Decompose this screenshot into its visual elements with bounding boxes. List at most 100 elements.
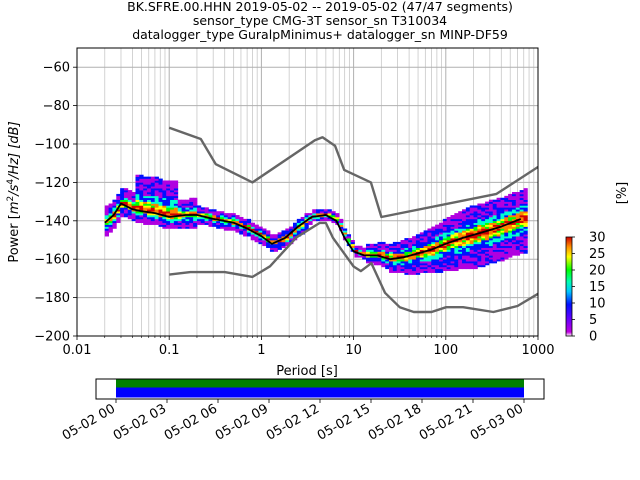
density-cell	[508, 241, 513, 245]
density-cell	[523, 249, 528, 252]
density-cell	[523, 234, 528, 237]
density-cell	[173, 184, 179, 187]
density-cell	[281, 243, 286, 247]
density-cell	[404, 240, 409, 243]
density-cell	[296, 226, 302, 229]
density-cell	[166, 218, 171, 222]
y-tick-label: −60	[43, 61, 70, 76]
density-cell	[135, 178, 140, 181]
density-cell	[143, 213, 148, 216]
density-cell	[212, 211, 217, 214]
density-cell	[365, 261, 371, 264]
density-cell	[385, 247, 390, 250]
density-cell	[170, 190, 175, 193]
density-cell	[158, 215, 163, 218]
density-cell	[173, 197, 179, 200]
density-cell	[346, 238, 352, 241]
density-cell	[262, 232, 267, 235]
density-cell	[469, 253, 474, 256]
density-cell	[289, 238, 294, 241]
density-cell	[396, 241, 401, 245]
density-cell	[462, 261, 467, 264]
density-cell	[185, 224, 190, 227]
density-cell	[523, 238, 528, 241]
density-cell	[158, 211, 163, 214]
density-cell	[473, 255, 478, 258]
density-cell	[454, 259, 459, 262]
density-cell	[508, 255, 513, 258]
density-cell	[135, 180, 140, 183]
density-cell	[462, 211, 467, 214]
density-cell	[473, 263, 478, 266]
density-cell	[123, 211, 129, 214]
density-cell	[173, 195, 179, 199]
timeline-tick-label: 05-02 21	[417, 401, 475, 443]
density-cell	[127, 197, 133, 200]
density-cell	[519, 201, 524, 204]
density-cell	[415, 247, 421, 250]
density-cell	[220, 215, 225, 218]
density-cell	[323, 215, 328, 218]
density-cell	[435, 230, 440, 233]
density-cell	[323, 218, 328, 222]
density-cell	[488, 201, 494, 204]
density-cell	[143, 182, 148, 185]
density-cell	[300, 218, 305, 222]
density-cell	[450, 253, 455, 256]
density-cell	[485, 207, 490, 210]
density-cell	[515, 228, 521, 231]
density-cell	[469, 241, 474, 245]
density-cell	[223, 213, 229, 216]
density-cell	[450, 264, 455, 268]
density-cell	[515, 199, 521, 202]
density-cell	[446, 224, 451, 227]
density-cell	[465, 222, 471, 225]
density-cell	[511, 211, 517, 214]
density-cell	[481, 216, 486, 220]
density-cell	[273, 236, 279, 239]
density-cell	[438, 249, 444, 252]
density-cell	[477, 249, 482, 252]
density-cell	[431, 253, 436, 256]
density-cell	[396, 264, 401, 268]
density-cell	[150, 209, 156, 212]
density-cell	[519, 228, 524, 231]
density-cell	[112, 218, 117, 222]
density-cell	[139, 199, 144, 202]
density-cell	[392, 243, 398, 247]
density-cell	[377, 243, 382, 247]
density-cell	[469, 230, 474, 233]
density-cell	[423, 240, 428, 243]
y-tick-label: −100	[34, 138, 70, 153]
density-cell	[481, 205, 486, 208]
density-cell	[223, 215, 229, 218]
density-cell	[200, 222, 206, 225]
density-cell	[166, 184, 171, 187]
density-cell	[481, 211, 486, 214]
density-cell	[196, 211, 202, 214]
density-cell	[492, 228, 498, 231]
density-cell	[281, 232, 286, 235]
density-cell	[492, 209, 498, 212]
y-tick-label: −160	[34, 253, 70, 268]
density-cell	[285, 230, 290, 233]
density-cell	[446, 259, 451, 262]
density-cell	[389, 253, 394, 256]
density-cell	[492, 215, 498, 218]
density-cell	[450, 216, 455, 220]
density-cell	[204, 222, 209, 225]
density-cell	[492, 232, 498, 235]
density-cell	[508, 232, 513, 235]
density-cell	[362, 251, 367, 254]
density-cell	[331, 220, 336, 224]
density-cell	[162, 224, 167, 227]
density-cell	[454, 228, 459, 231]
density-cell	[162, 201, 167, 204]
density-cell	[116, 195, 121, 199]
density-cell	[465, 238, 471, 241]
density-cell	[316, 209, 321, 212]
density-cell	[173, 216, 179, 220]
density-cell	[250, 238, 255, 241]
density-cell	[304, 216, 309, 220]
density-cell	[196, 222, 202, 225]
